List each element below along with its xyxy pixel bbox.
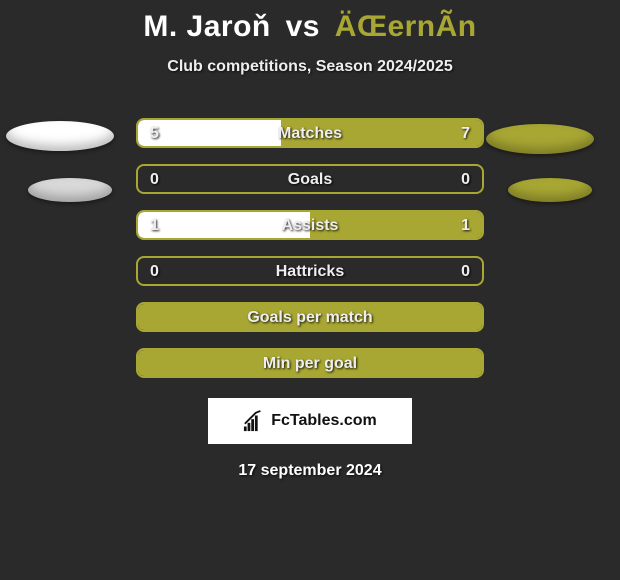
stat-bar-fill-left bbox=[138, 350, 482, 376]
stat-label: Hattricks bbox=[138, 258, 482, 286]
title-player-1: M. Jaroň bbox=[143, 10, 270, 43]
stat-value-right: 0 bbox=[461, 166, 470, 194]
stat-bar: Matches57 bbox=[136, 118, 484, 148]
stat-bar: Assists11 bbox=[136, 210, 484, 240]
title-player-2: ÄŒernÃ­n bbox=[335, 10, 477, 43]
avatar-p1 bbox=[6, 121, 114, 151]
footer-site-name: FcTables.com bbox=[271, 412, 377, 430]
stat-bar: Min per goal bbox=[136, 348, 484, 378]
stat-value-left: 0 bbox=[150, 166, 159, 194]
stat-bar-fill-left bbox=[138, 304, 482, 330]
stat-bar-fill-left bbox=[138, 212, 310, 238]
stat-bar-fill-right bbox=[310, 212, 482, 238]
subtitle: Club competitions, Season 2024/2025 bbox=[0, 58, 620, 76]
stat-row: Goals per match bbox=[0, 294, 620, 340]
page-title: M. Jaroň vs ÄŒernÃ­n bbox=[0, 0, 620, 44]
stat-value-left: 0 bbox=[150, 258, 159, 286]
fctables-logo-icon bbox=[243, 410, 265, 432]
stat-bar-fill-right bbox=[281, 120, 482, 146]
stat-bar: Goals0 0 bbox=[136, 164, 484, 194]
stat-bar-fill-left bbox=[138, 120, 281, 146]
stat-row: Assists11 bbox=[0, 202, 620, 248]
footer-date: 17 september 2024 bbox=[0, 462, 620, 480]
stat-bar: Goals per match bbox=[136, 302, 484, 332]
title-vs: vs bbox=[286, 10, 320, 43]
avatar-p2 bbox=[486, 124, 594, 154]
stat-value-right: 0 bbox=[461, 258, 470, 286]
avatar-p1-shadow bbox=[28, 178, 112, 202]
stat-row: Min per goal bbox=[0, 340, 620, 386]
footer-badge: FcTables.com bbox=[208, 398, 412, 444]
stat-label: Goals bbox=[138, 166, 482, 194]
stat-bar: Hattricks0 0 bbox=[136, 256, 484, 286]
stat-row: Hattricks0 0 bbox=[0, 248, 620, 294]
avatar-p2-shadow bbox=[508, 178, 592, 202]
